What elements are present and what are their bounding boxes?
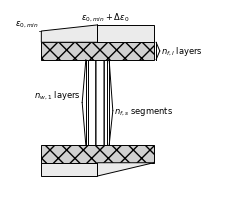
Polygon shape <box>98 163 154 176</box>
Text: $n_{f,l}$ layers: $n_{f,l}$ layers <box>162 45 203 58</box>
Text: $n_{w,1}$ layers: $n_{w,1}$ layers <box>34 89 81 101</box>
Polygon shape <box>41 163 98 176</box>
Polygon shape <box>98 26 154 43</box>
Bar <box>88 60 107 146</box>
Bar <box>41 146 154 163</box>
Text: $\varepsilon_{0,min}$: $\varepsilon_{0,min}$ <box>15 20 39 30</box>
Text: $n_{f,s}$ segments: $n_{f,s}$ segments <box>114 105 173 117</box>
Bar <box>41 43 154 60</box>
Text: $\varepsilon_{0,min}+\Delta\varepsilon_0$: $\varepsilon_{0,min}+\Delta\varepsilon_0… <box>81 12 130 24</box>
Polygon shape <box>41 26 98 43</box>
